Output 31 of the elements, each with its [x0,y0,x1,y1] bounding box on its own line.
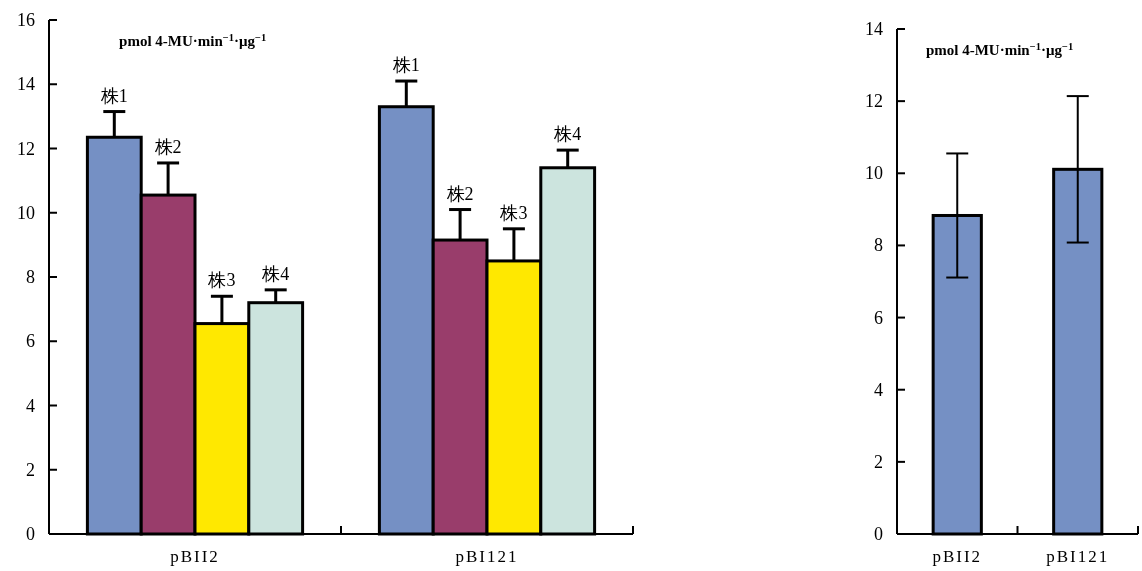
y-tick-label: 14 [17,74,35,95]
text: 株4 [554,124,582,145]
text: 株2 [154,136,182,157]
annotation: pmol 4-MU·min$^{−1}$·μg$^{−1}$ [119,31,267,49]
text: 株1 [392,55,420,76]
series-label: 株4 [261,263,290,284]
y-tick-label: 12 [865,91,883,112]
y-tick-label: 12 [17,138,35,159]
x-tick-label: pBI121 [455,547,519,566]
x-tick-label: pBII2 [932,547,983,566]
y-tick-label: 6 [874,307,883,328]
y-tick-label: 0 [26,524,35,544]
y-tick-label: 10 [17,202,35,223]
text: 株2 [445,183,474,204]
y-tick-label: 2 [874,451,883,472]
y-tick-label: 14 [865,19,883,39]
annotation: pmol 4-MU·min$^{−1}$·μg$^{−1}$ [925,40,1074,58]
y-tick-label: 16 [17,10,35,30]
x-tick-label: pBII2 [170,547,220,566]
series-label: 株1 [99,85,128,106]
y-tick-label: 4 [26,395,35,416]
y-tick-label: 8 [26,267,35,287]
y-tick-label: 4 [874,379,883,400]
y-tick-label: 6 [26,331,35,352]
text: 株3 [500,202,528,223]
y-tick-label: 10 [865,163,883,184]
y-tick-label: 8 [874,235,883,256]
x-tick-label: pBI121 [1046,547,1110,566]
y-tick-label: 0 [874,524,883,544]
y-tick-label: 2 [26,459,35,480]
series-label: 株3 [207,270,236,291]
